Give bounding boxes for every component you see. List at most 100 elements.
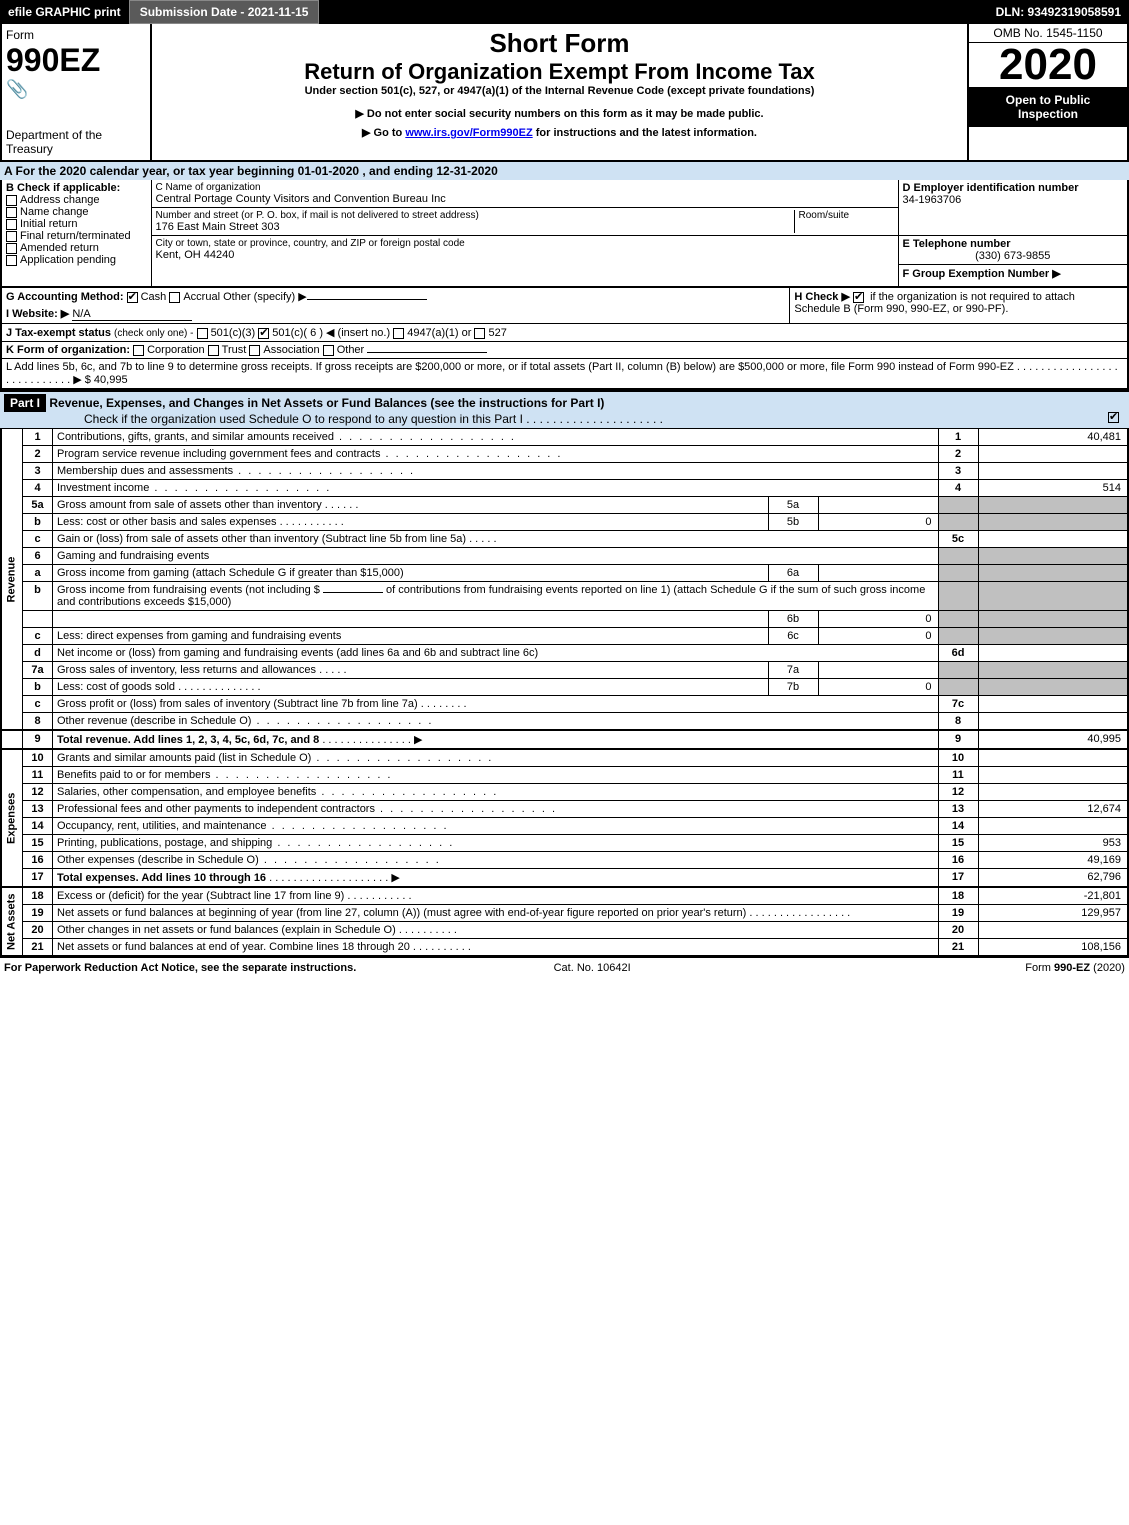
ln-18: 18 bbox=[23, 887, 53, 905]
ln-15: 15 bbox=[23, 835, 53, 852]
other-org-input[interactable] bbox=[367, 352, 487, 353]
lbl-amended-return: Amended return bbox=[20, 242, 99, 254]
ln-6c: c bbox=[23, 628, 53, 645]
shaded-6c bbox=[938, 628, 978, 645]
ln-7c: c bbox=[23, 696, 53, 713]
part1-badge: Part I bbox=[4, 394, 46, 412]
dln-label: DLN: 93492319058591 bbox=[988, 1, 1129, 23]
irs-link[interactable]: www.irs.gov/Form990EZ bbox=[405, 127, 532, 139]
shaded-6 bbox=[938, 548, 978, 565]
lbl-address-change: Address change bbox=[20, 194, 100, 206]
chk-accrual[interactable] bbox=[169, 292, 180, 303]
chk-501c3[interactable] bbox=[197, 328, 208, 339]
chk-4947[interactable] bbox=[393, 328, 404, 339]
num-3: 3 bbox=[938, 463, 978, 480]
shadedv-6 bbox=[978, 548, 1128, 565]
chk-initial-return[interactable] bbox=[6, 219, 17, 230]
lbl-final-return: Final return/terminated bbox=[20, 230, 131, 242]
shaded-7a bbox=[938, 662, 978, 679]
chk-corp[interactable] bbox=[133, 345, 144, 356]
val-20 bbox=[978, 922, 1128, 939]
ln-4: 4 bbox=[23, 480, 53, 497]
desc-7a: Gross sales of inventory, less returns a… bbox=[57, 664, 316, 676]
f-group-lbl: F Group Exemption Number ▶ bbox=[903, 267, 1124, 280]
val-10 bbox=[978, 749, 1128, 767]
lbl-501c3: 501(c)(3) bbox=[211, 327, 256, 339]
part1-table: Revenue 1 Contributions, gifts, grants, … bbox=[0, 428, 1129, 957]
desc-6b-1: Gross income from fundraising events (no… bbox=[57, 584, 320, 596]
chk-501c[interactable] bbox=[258, 328, 269, 339]
ln-5a: 5a bbox=[23, 497, 53, 514]
lbl-other-org: Other bbox=[337, 344, 365, 356]
shaded-6a bbox=[938, 565, 978, 582]
ln-5b: b bbox=[23, 514, 53, 531]
val-6d bbox=[978, 645, 1128, 662]
chk-trust[interactable] bbox=[208, 345, 219, 356]
header-left: Form 990EZ 📎 Department of the Treasury bbox=[2, 24, 152, 160]
chk-part1-schedule-o[interactable] bbox=[1108, 412, 1119, 423]
k-lbl: K Form of organization: bbox=[6, 344, 130, 356]
lbl-501c: 501(c)( 6 ) ◀ (insert no.) bbox=[272, 327, 390, 339]
shadedv-7a bbox=[978, 662, 1128, 679]
tax-year: 2020 bbox=[969, 43, 1127, 87]
num-1: 1 bbox=[938, 429, 978, 446]
lbl-4947: 4947(a)(1) or bbox=[407, 327, 471, 339]
desc-17: Total expenses. Add lines 10 through 16 bbox=[57, 872, 266, 884]
sv-7b: 0 bbox=[818, 679, 938, 696]
shaded-6b bbox=[938, 611, 978, 628]
desc-5c: Gain or (loss) from sale of assets other… bbox=[57, 533, 466, 545]
ghijkl-block: G Accounting Method: Cash Accrual Other … bbox=[0, 288, 1129, 390]
j-txt: (check only one) - bbox=[114, 328, 193, 339]
desc-6c: Less: direct expenses from gaming and fu… bbox=[53, 628, 769, 645]
sv-5b: 0 bbox=[818, 514, 938, 531]
val-15: 953 bbox=[978, 835, 1128, 852]
d-ein-val: 34-1963706 bbox=[903, 194, 1124, 206]
val-8 bbox=[978, 713, 1128, 731]
num-9: 9 bbox=[938, 730, 978, 749]
chk-address-change[interactable] bbox=[6, 195, 17, 206]
chk-name-change[interactable] bbox=[6, 207, 17, 218]
shaded-5b bbox=[938, 514, 978, 531]
footer-left: For Paperwork Reduction Act Notice, see … bbox=[4, 962, 356, 974]
c-street-lbl: Number and street (or P. O. box, if mail… bbox=[156, 210, 794, 221]
chk-amended-return[interactable] bbox=[6, 243, 17, 254]
ln-19: 19 bbox=[23, 905, 53, 922]
no-ssn-notice: ▶ Do not enter social security numbers o… bbox=[154, 107, 965, 120]
input-6b-amount[interactable] bbox=[323, 592, 383, 593]
chk-h[interactable] bbox=[853, 292, 864, 303]
ln-7b: b bbox=[23, 679, 53, 696]
desc-7b: Less: cost of goods sold bbox=[57, 681, 175, 693]
ln-2: 2 bbox=[23, 446, 53, 463]
desc-19: Net assets or fund balances at beginning… bbox=[57, 907, 746, 919]
num-17: 17 bbox=[938, 869, 978, 888]
num-8: 8 bbox=[938, 713, 978, 731]
subtitle-under: Under section 501(c), 527, or 4947(a)(1)… bbox=[154, 85, 965, 97]
chk-527[interactable] bbox=[474, 328, 485, 339]
goto-pre: ▶ Go to bbox=[362, 127, 405, 139]
desc-15: Printing, publications, postage, and shi… bbox=[57, 837, 272, 849]
submission-date-button[interactable]: Submission Date - 2021-11-15 bbox=[129, 0, 320, 24]
footer-cat: Cat. No. 10642I bbox=[554, 962, 631, 974]
val-11 bbox=[978, 767, 1128, 784]
val-4: 514 bbox=[978, 480, 1128, 497]
lbl-other-method: Other (specify) ▶ bbox=[223, 291, 307, 303]
desc-3: Membership dues and assessments bbox=[57, 465, 233, 477]
ln-8: 8 bbox=[23, 713, 53, 731]
desc-13: Professional fees and other payments to … bbox=[57, 803, 375, 815]
chk-final-return[interactable] bbox=[6, 231, 17, 242]
chk-other-org[interactable] bbox=[323, 345, 334, 356]
chk-cash[interactable] bbox=[127, 292, 138, 303]
identity-block: B Check if applicable: Address change Na… bbox=[0, 180, 1129, 288]
lbl-trust: Trust bbox=[222, 344, 247, 356]
d-ein-lbl: D Employer identification number bbox=[903, 182, 1124, 194]
ln-10: 10 bbox=[23, 749, 53, 767]
ln-7a: 7a bbox=[23, 662, 53, 679]
chk-application-pending[interactable] bbox=[6, 255, 17, 266]
shadedv-6b-top bbox=[978, 582, 1128, 611]
other-method-input[interactable] bbox=[307, 299, 427, 300]
shadedv-5a bbox=[978, 497, 1128, 514]
sv-7a bbox=[818, 662, 938, 679]
num-10: 10 bbox=[938, 749, 978, 767]
num-21: 21 bbox=[938, 939, 978, 957]
chk-assoc[interactable] bbox=[249, 345, 260, 356]
